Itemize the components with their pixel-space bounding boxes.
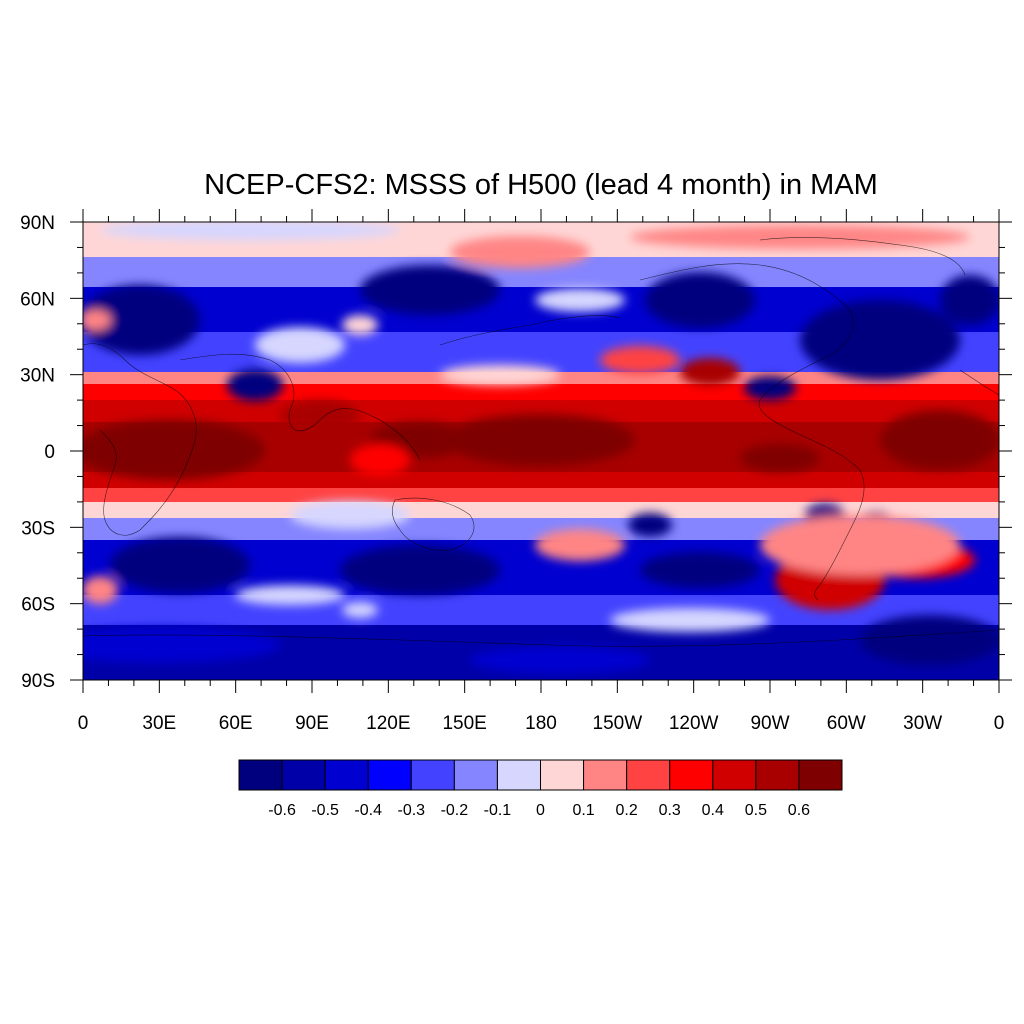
colorbar-swatch: [367, 759, 412, 791]
colorbar-swatch: [626, 759, 671, 791]
lat-label: 30N: [20, 366, 55, 387]
colorbar-swatch: [453, 759, 498, 791]
colorbar-swatch: [755, 759, 800, 791]
lon-label: 120E: [366, 713, 410, 734]
colorbar-swatch: [496, 759, 541, 791]
lon-label: 150E: [442, 713, 486, 734]
lat-label: 0: [44, 442, 55, 463]
colorbar-label: 0.2: [616, 802, 638, 819]
lat-label: 90S: [21, 671, 55, 692]
lon-label: 180: [525, 713, 557, 734]
skill-map: 90N 60N 30N 0 30S 60S 90S 0 30E 60E 90E 120E 150E 18…: [20, 209, 1012, 734]
lat-label: 90N: [20, 213, 55, 234]
lon-label: 0: [994, 713, 1005, 734]
colorbar-swatch: [669, 759, 714, 791]
lon-label: 150W: [593, 713, 643, 734]
lon-label: 60E: [219, 713, 253, 734]
colorbar: -0.6 -0.5 -0.4 -0.3 -0.2 -0.1 0 0.1 0.2 0.3 0.4 0.5…: [238, 759, 843, 819]
chart-title: NCEP-CFS2: MSSS of H500 (lead 4 month) i…: [204, 169, 878, 201]
lon-label: 60W: [827, 713, 866, 734]
colorbar-label: 0.1: [572, 802, 594, 819]
lon-label: 0: [78, 713, 89, 734]
colorbar-label: -0.3: [397, 802, 425, 819]
colorbar-label: 0.6: [788, 802, 810, 819]
lat-label: 60N: [20, 289, 55, 310]
lon-label: 120W: [669, 713, 719, 734]
lon-label: 30E: [142, 713, 176, 734]
colorbar-label: 0: [536, 802, 545, 819]
colorbar-label: -0.1: [484, 802, 512, 819]
colorbar-label: 0.3: [659, 802, 681, 819]
lon-label: 30W: [903, 713, 942, 734]
colorbar-label: 0.5: [745, 802, 767, 819]
coastlines: [83, 237, 999, 647]
colorbar-swatch: [583, 759, 628, 791]
colorbar-swatch: [798, 759, 843, 791]
colorbar-swatch: [410, 759, 455, 791]
colorbar-label: 0.4: [702, 802, 724, 819]
colorbar-swatch: [281, 759, 326, 791]
colorbar-swatch: [540, 759, 585, 791]
lat-label: 60S: [21, 595, 55, 616]
colorbar-swatch: [712, 759, 757, 791]
colorbar-swatch: [324, 759, 369, 791]
colorbar-label: -0.6: [268, 802, 296, 819]
lon-label: 90W: [750, 713, 789, 734]
lon-label: 90E: [295, 713, 329, 734]
colorbar-label: -0.4: [354, 802, 382, 819]
colorbar-swatch: [238, 759, 283, 791]
colorbar-label: -0.2: [441, 802, 469, 819]
lat-label: 30S: [21, 518, 55, 539]
colorbar-label: -0.5: [311, 802, 339, 819]
